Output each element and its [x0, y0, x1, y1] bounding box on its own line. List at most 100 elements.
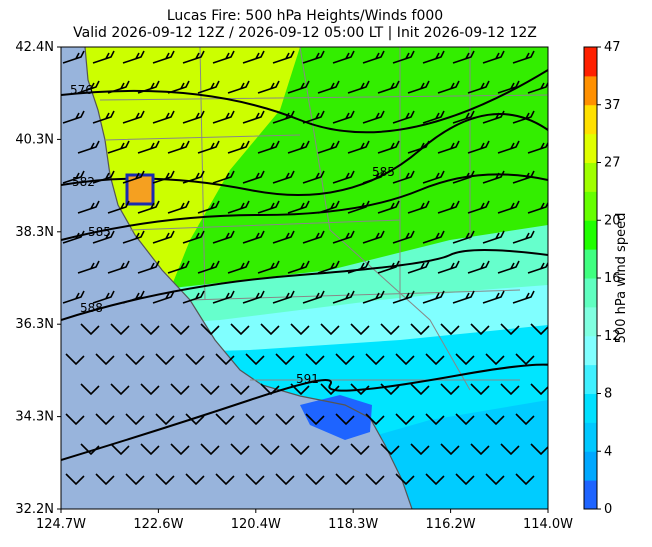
wind-barb — [170, 383, 190, 396]
wind-barb — [482, 170, 505, 184]
wind-barb — [65, 473, 85, 486]
wind-barb — [512, 290, 535, 304]
wind-barb — [347, 260, 370, 274]
wind-barb — [410, 443, 430, 456]
wind-barb — [62, 230, 85, 244]
wind-barb — [95, 473, 115, 486]
wind-barbs — [62, 50, 548, 486]
wind-barb — [260, 323, 280, 336]
colorbar-band — [584, 133, 597, 163]
wind-barb — [152, 230, 175, 244]
wind-barb — [335, 413, 355, 426]
wind-barb — [482, 110, 505, 124]
wind-barb — [455, 353, 475, 366]
wind-barb — [500, 383, 520, 396]
wind-barb — [182, 170, 205, 184]
wind-barb — [182, 50, 205, 64]
wind-barb — [245, 413, 265, 426]
wind-barb — [257, 140, 280, 154]
wind-barb — [155, 473, 175, 486]
band — [360, 400, 548, 509]
wind-barb — [365, 473, 385, 486]
lat-axis: 42.4N 40.3N 38.3N 36.3N 34.3N 32.2N — [15, 40, 61, 517]
wind-barb — [497, 200, 520, 214]
wind-barb — [287, 200, 310, 214]
lat-label: 40.3N — [15, 132, 54, 147]
wind-barb — [242, 170, 265, 184]
wind-barb — [200, 323, 220, 336]
wind-barb — [392, 50, 415, 64]
wind-barb — [515, 353, 535, 366]
wind-barb — [92, 290, 115, 304]
colorbar-tick-label: 0 — [604, 502, 612, 517]
wind-barb — [377, 260, 400, 274]
wind-barb — [215, 413, 235, 426]
wind-barb — [62, 110, 85, 124]
colorbar-band — [584, 278, 597, 308]
wind-barb — [272, 170, 295, 184]
wind-barb — [365, 353, 385, 366]
wind-barb — [302, 110, 325, 124]
lat-label: 42.4N — [15, 40, 54, 55]
wind-barb — [122, 110, 145, 124]
wind-barb — [335, 473, 355, 486]
wind-barb — [107, 260, 130, 274]
wind-barb — [440, 443, 460, 456]
wind-barb — [317, 80, 340, 94]
wind-barb — [362, 170, 385, 184]
wind-barb — [467, 260, 490, 274]
title-line: Valid 2026-09-12 12Z / 2026-09-12 05:00 … — [73, 25, 537, 41]
wind-barb — [152, 110, 175, 124]
wind-barb — [332, 170, 355, 184]
lat-label: 36.3N — [15, 317, 54, 332]
wind-barb — [305, 473, 325, 486]
wind-barb — [365, 413, 385, 426]
wind-barb — [167, 260, 190, 274]
wind-barb — [512, 230, 535, 244]
wind-barb — [215, 353, 235, 366]
colorbar: 0 4 8 12 16 20 27 37 47 — [583, 40, 621, 517]
wind-barb — [287, 260, 310, 274]
wind-barb — [200, 383, 220, 396]
wind-barb — [110, 323, 130, 336]
wind-barb — [335, 353, 355, 366]
wind-barb — [302, 230, 325, 244]
wind-barb — [470, 383, 490, 396]
contour-label: 591 — [296, 372, 319, 386]
wind-barb — [242, 230, 265, 244]
wind-barb — [332, 50, 355, 64]
wind-barb — [77, 80, 100, 94]
lon-label: 116.2W — [426, 517, 476, 532]
wind-barb — [497, 260, 520, 274]
wind-barb — [425, 413, 445, 426]
wind-barb — [272, 50, 295, 64]
wind-barb — [410, 383, 430, 396]
colorbar-band — [584, 191, 597, 221]
wind-barb — [470, 443, 490, 456]
wind-barb — [407, 260, 430, 274]
wind-barb — [347, 200, 370, 214]
wind-barb — [155, 413, 175, 426]
colorbar-band — [584, 364, 597, 394]
wind-barb — [290, 383, 310, 396]
wind-barb — [407, 140, 430, 154]
wind-barb — [512, 170, 535, 184]
lat-label: 38.3N — [15, 225, 54, 240]
wind-barb — [290, 323, 310, 336]
wind-barb — [242, 50, 265, 64]
wind-barb — [362, 110, 385, 124]
colorbar-band — [584, 249, 597, 279]
colorbar-tick-label: 37 — [604, 98, 621, 113]
wind-barb — [392, 230, 415, 244]
wind-barb — [422, 230, 445, 244]
wind-barb — [392, 110, 415, 124]
wind-barb — [332, 290, 355, 304]
wind-barb — [287, 140, 310, 154]
wind-barb — [527, 261, 548, 274]
colorbar-band — [584, 104, 597, 135]
wind-barb — [62, 50, 85, 64]
wind-barb — [530, 443, 548, 456]
colorbar-band — [584, 451, 597, 481]
colorbar-band — [584, 422, 597, 452]
